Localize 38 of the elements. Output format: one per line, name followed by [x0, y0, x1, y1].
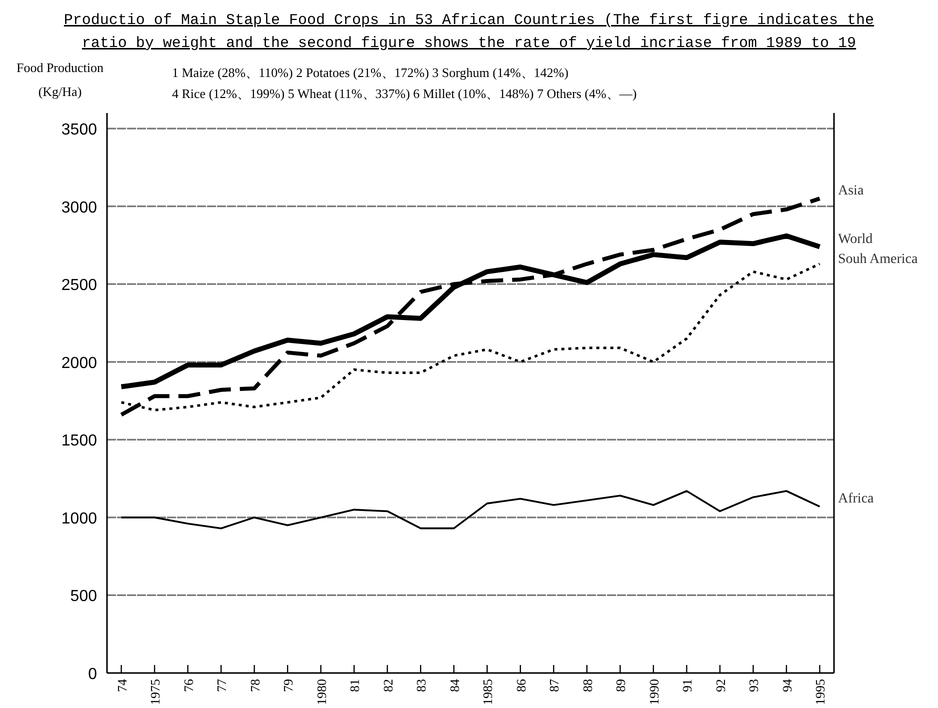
x-tick-label: 79	[280, 679, 296, 692]
x-tick-label: 1980	[314, 679, 329, 705]
x-tick-label: 86	[513, 678, 528, 692]
x-tick-label: 76	[180, 678, 196, 692]
y-axis-title: Food Production (Kg/Ha)	[16, 60, 104, 99]
y-tick-label: 0	[88, 666, 98, 683]
x-tick-label: 77	[214, 678, 230, 692]
x-tick-label: 1985	[480, 679, 496, 705]
y-tick-label: 1500	[61, 432, 98, 450]
x-tick-label: 1995	[812, 679, 828, 705]
x-tick-label: 89	[613, 679, 628, 692]
y-tick-label: 3000	[61, 199, 98, 216]
x-tick-label: 84	[446, 678, 462, 692]
x-tick-label: 87	[546, 678, 562, 692]
series-label: Souh America	[838, 252, 918, 267]
x-tick-label: 94	[779, 678, 794, 692]
series-label: Africa	[838, 492, 875, 507]
y-tick-label: 500	[70, 588, 98, 606]
series-label: Asia	[838, 184, 864, 199]
x-tick-label: 82	[380, 679, 396, 692]
y-tick-label: 2500	[61, 277, 98, 294]
x-tick-label: 83	[414, 679, 429, 692]
x-tick-label: 88	[580, 679, 595, 692]
x-tick-label: 92	[712, 679, 728, 692]
x-tick-label: 91	[680, 679, 695, 692]
x-tick-label: 93	[746, 679, 762, 692]
y-tick-label: 1000	[61, 510, 98, 528]
chart-title: Productio of Main Staple Food Crops in 53 African Countries (The first figre indicates the ratio by weight and the second figure shows the rate of yield incriase from 1989 to 19	[64, 12, 874, 52]
y-tick-label: 2000	[61, 354, 98, 372]
text: 1 Maize (28%、110%) 2 Potatoes (21%、172%) 3 Sorghum (14%、142%)	[172, 65, 568, 80]
x-tick-label: 1990	[646, 679, 662, 705]
x-tick-label: 81	[347, 679, 362, 692]
x-tick-label: 78	[247, 679, 262, 692]
text: 4 Rice (12%、199%) 5 Wheat (11%、337%) 6 Millet (10%、148%) 7 Others (4%、—)	[172, 86, 637, 101]
x-tick-label: 74	[114, 678, 130, 692]
y-tick-label: 3500	[61, 122, 98, 139]
series-label: World	[838, 232, 873, 247]
x-tick-label: 1975	[148, 679, 163, 705]
